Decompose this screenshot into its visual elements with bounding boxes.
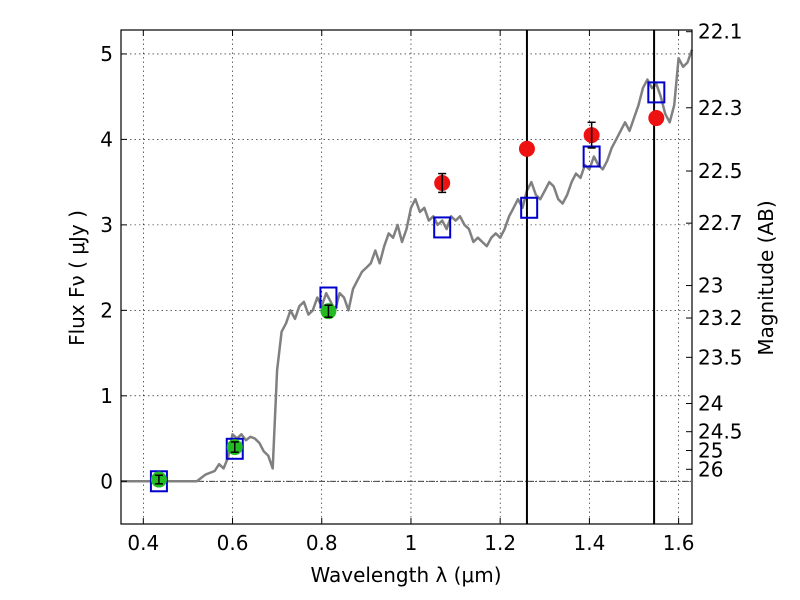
marker-layer [149,81,666,493]
y-tick-label: 1 [100,384,113,408]
y-tick-label: 0 [100,469,113,493]
observed-point [648,110,665,127]
model-square-marker [520,196,539,219]
y-tick-label: 5 [100,42,113,66]
tick-layer: 0.4 0.6 0.8 1 1.2 1.4 1.601234522.122.322.522.… [100,20,742,555]
x-tick-label: 0.6 [217,531,249,555]
x-tick-label: 1.6 [663,531,695,555]
plot-frame [120,29,693,525]
x-tick-label: 1 [405,531,418,555]
observed-point [518,140,535,157]
mag-tick-label: 22.1 [698,20,743,44]
spectrum-line [121,49,694,483]
x-tick-label: 1.4 [573,531,605,555]
x-tick-label: 1.2 [484,531,516,555]
y-tick-label: 3 [100,213,113,237]
y-axis-label: Flux Fν ( μJy ) [65,210,89,346]
mag-tick-label: 26 [698,457,723,481]
mag-tick-label: 24.5 [698,420,743,444]
mag-tick-label: 23.5 [698,345,743,369]
mag-tick-label: 24 [698,391,723,415]
model-square-marker [225,437,244,460]
x-axis-label: Wavelength λ (μm) [310,563,501,587]
right-axis-label: Magnitude (AB) [754,200,778,355]
x-tick-label: 0.8 [306,531,338,555]
x-tick-label: 0.4 [127,531,159,555]
mag-tick-label: 22.3 [698,96,743,120]
model-square-marker [647,81,666,104]
model-square-marker [149,470,168,493]
spectrum-layer [121,49,694,483]
y-tick-label: 4 [100,127,113,151]
model-square-marker [433,216,452,239]
vertical-lines-layer [525,30,656,524]
mag-tick-label: 25 [698,438,723,462]
mag-tick-label: 22.7 [698,211,743,235]
grid-layer [121,30,692,524]
mag-tick-label: 23.2 [698,306,743,330]
y-tick-label: 2 [100,298,113,322]
mag-tick-label: 22.5 [698,159,743,183]
mag-tick-label: 23 [698,274,723,298]
